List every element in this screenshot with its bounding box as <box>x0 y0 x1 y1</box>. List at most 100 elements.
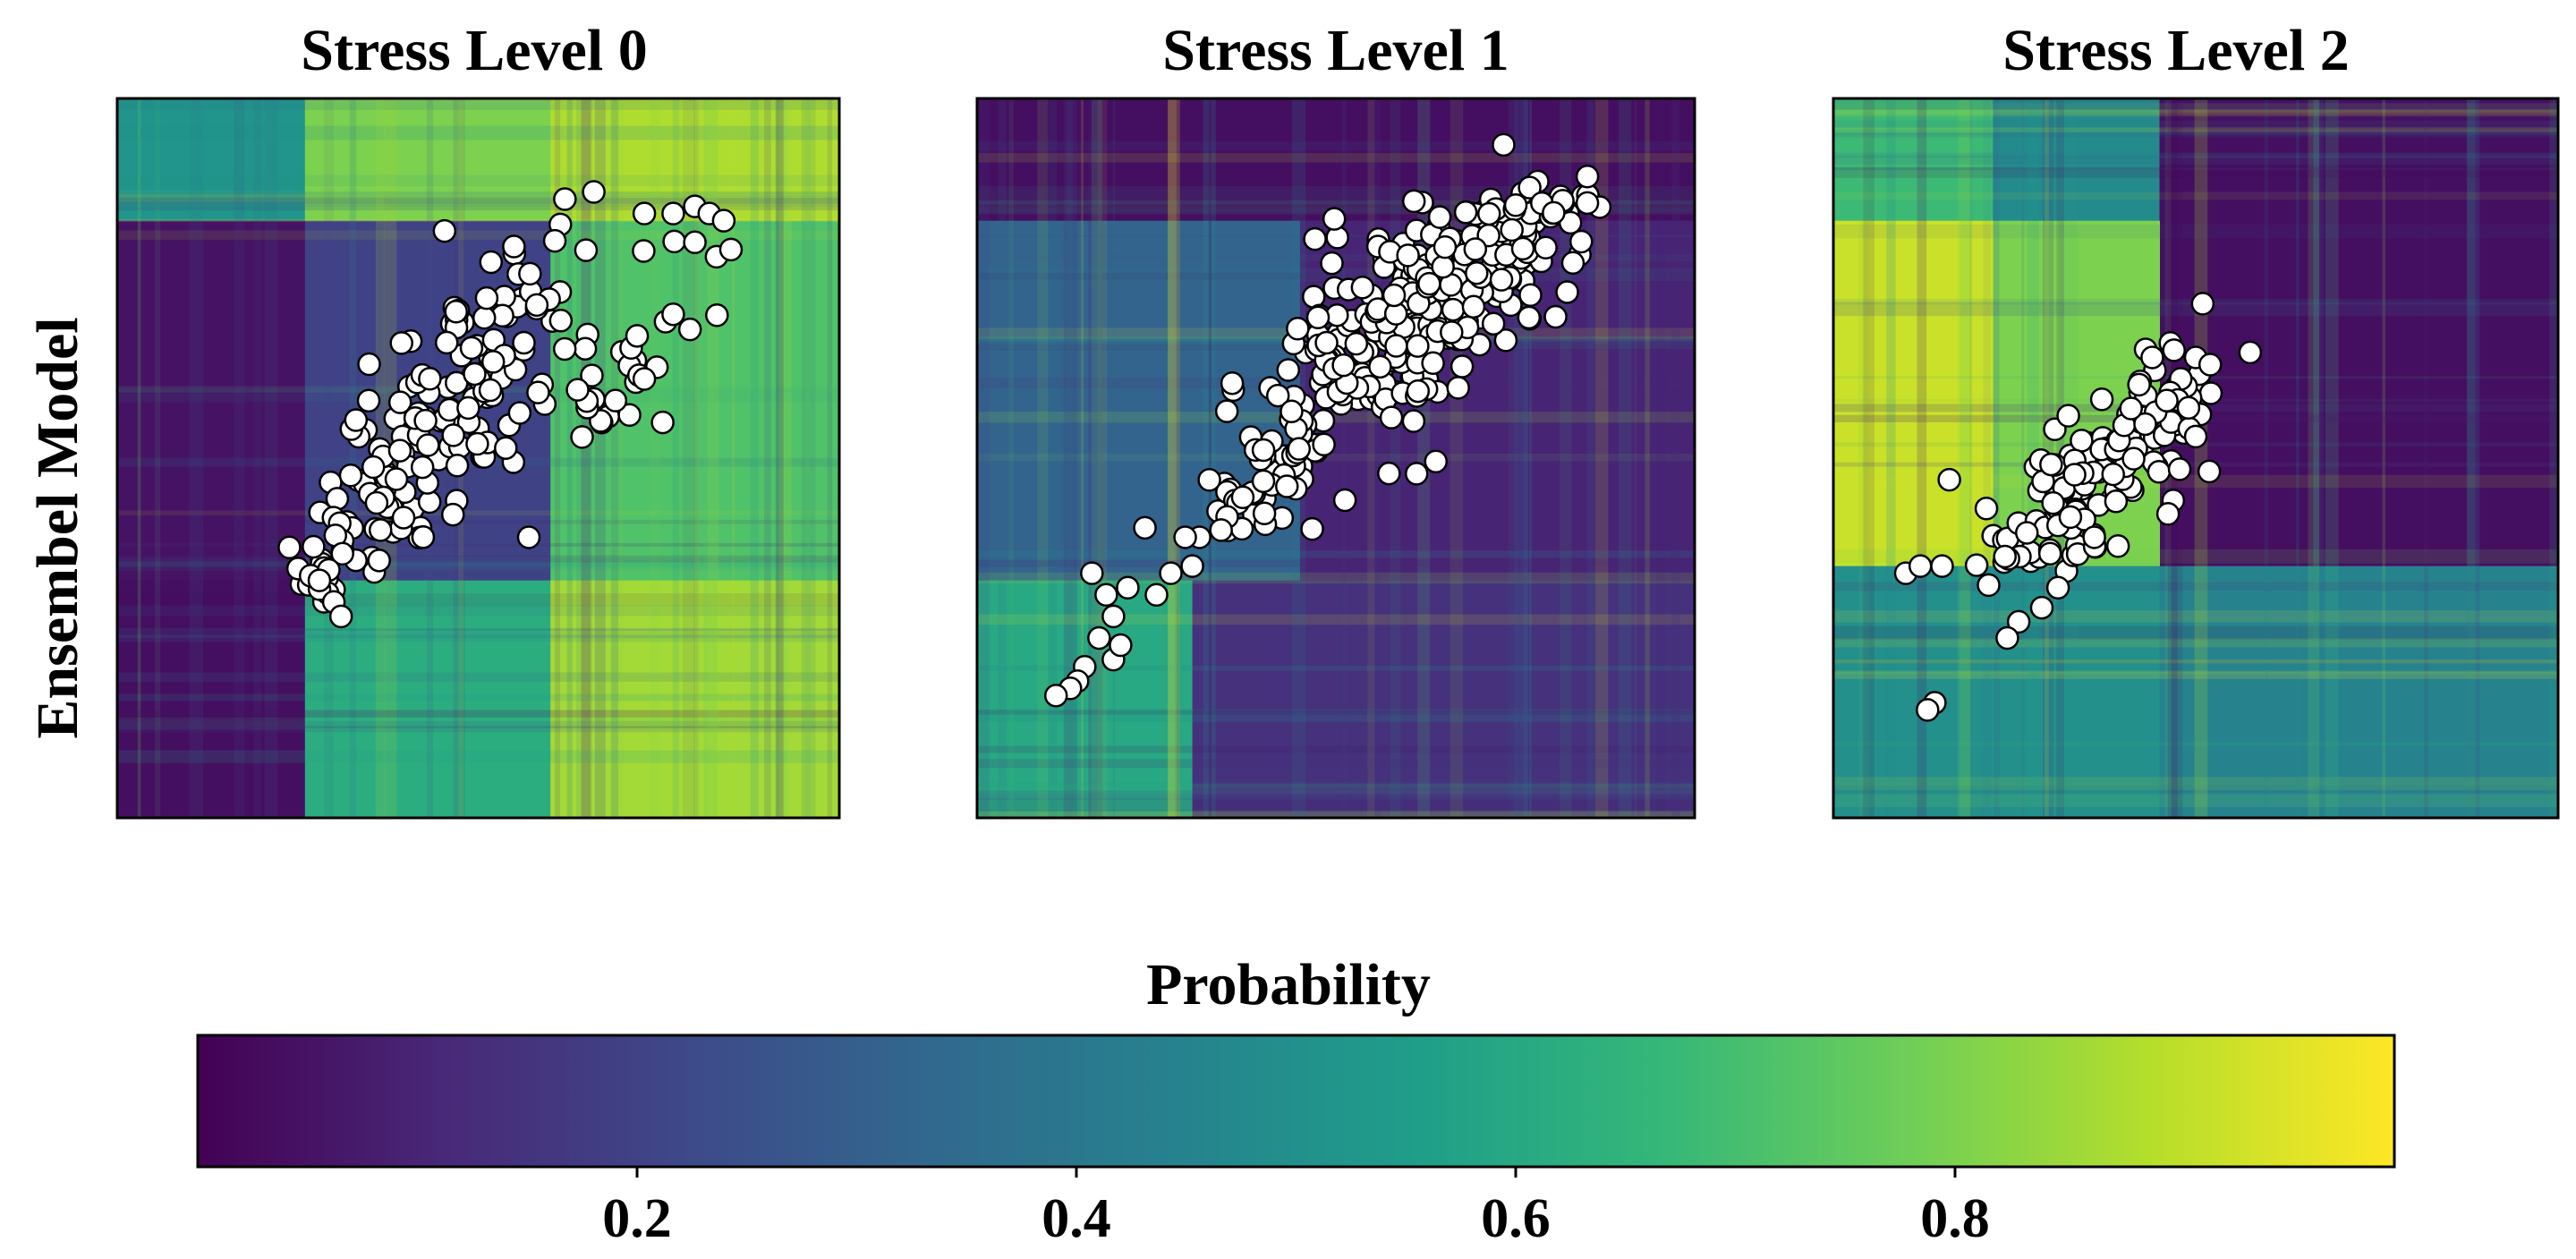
heatmap-stripe <box>117 99 839 110</box>
heatmap-stripe <box>1833 462 2558 467</box>
colorbar-tick-label: 0.2 <box>602 1188 672 1249</box>
scatter-point <box>434 330 459 355</box>
scatter-point <box>2183 424 2208 449</box>
heatmap-stripe <box>117 230 839 240</box>
scatter-point <box>2238 340 2263 365</box>
scatter-point <box>440 502 465 527</box>
heatmap-stripe <box>2467 98 2476 818</box>
heatmap-stripe <box>1833 670 2558 679</box>
scatter-point <box>1492 132 1516 157</box>
heatmap-stripe <box>1969 98 1973 818</box>
heatmap-stripe <box>1529 98 1532 818</box>
heatmap-stripe <box>2466 98 2479 818</box>
scatter-point <box>542 228 567 253</box>
heatmap-stripe <box>1618 98 1632 818</box>
scatter-point <box>2155 501 2181 526</box>
scatter-point <box>1543 304 1568 329</box>
scatter-point <box>1332 488 1357 513</box>
scatter-point <box>2082 525 2106 549</box>
scatter-point <box>2121 447 2146 471</box>
scatter-point <box>384 467 409 491</box>
scatter-point <box>1251 438 1276 463</box>
scatter-point <box>677 317 702 342</box>
scatter-point <box>632 239 656 263</box>
heatmap-stripe <box>1833 777 2558 790</box>
scatter-point <box>661 302 685 327</box>
scatter-point <box>1230 485 1255 510</box>
heatmap-stripe <box>1174 98 1180 818</box>
heatmap-stripe <box>977 710 1695 715</box>
scatter-point <box>1441 297 1466 322</box>
scatter-point <box>617 403 642 428</box>
scatter-point <box>1908 554 1933 578</box>
heatmap-stripe <box>324 98 334 818</box>
scatter-point <box>705 302 729 328</box>
heatmap-stripe <box>155 98 161 818</box>
heatmap-stripe <box>117 195 839 208</box>
scatter-point <box>1116 575 1140 600</box>
heatmap-stripe <box>1833 132 2558 138</box>
heatmap-stripe <box>977 152 1695 163</box>
heatmap-stripe <box>1833 671 2558 675</box>
scatter-point <box>502 234 526 259</box>
heatmap-stripe <box>117 605 839 617</box>
scatter-point <box>1087 625 1111 651</box>
heatmap-stripe <box>1390 98 1401 818</box>
scatter-point <box>661 201 685 225</box>
heatmap-stripe <box>703 98 718 818</box>
scatter-point <box>1159 561 1183 585</box>
heatmap-stripe <box>2475 98 2480 818</box>
heatmap-stripe <box>117 191 839 204</box>
scatter-point <box>2039 452 2063 477</box>
heatmap-stripe <box>1091 98 1102 818</box>
heatmap-stripe <box>610 98 618 818</box>
heatmap-stripe <box>1833 103 2558 113</box>
scatter-point <box>1481 311 1506 336</box>
heatmap-stripe <box>977 559 1695 567</box>
heatmap-stripe <box>778 98 792 818</box>
heatmap-stripe <box>977 199 1695 205</box>
heatmap-region <box>117 580 306 818</box>
scatter-point <box>2058 505 2083 530</box>
colorbar-ticks: 0.2 0.4 0.6 0.8 <box>602 1167 1990 1249</box>
scatter-point <box>1314 330 1339 355</box>
scatter-point <box>2105 534 2130 558</box>
heatmap-stripe <box>1341 98 1347 818</box>
scatter-point <box>367 549 391 573</box>
heatmap-stripe <box>977 811 1695 818</box>
heatmap-stripe <box>977 790 1695 800</box>
panel-title-stress-level-2: Stress Level 2 <box>2002 18 2349 83</box>
scatter-point <box>2070 429 2094 453</box>
scatter-point <box>574 238 599 262</box>
scatter-points <box>277 180 744 629</box>
heatmap-stripe <box>977 759 1695 769</box>
heatmap-stripe <box>683 98 695 818</box>
scatter-point <box>1109 633 1133 658</box>
heatmap-stripe <box>1167 98 1180 818</box>
heatmap-stripe <box>693 98 699 818</box>
scatter-point <box>1379 405 1404 430</box>
heatmap-stripe <box>117 628 839 631</box>
heatmap-stripe <box>117 193 839 203</box>
scatter-point <box>1382 283 1407 308</box>
heatmap-stripe <box>977 666 1695 671</box>
scatter-point <box>1276 358 1301 382</box>
scatter-point <box>603 388 628 413</box>
colorbar-label: Probability <box>1146 952 1431 1017</box>
heatmap-stripe <box>977 572 1695 584</box>
scatter-point <box>1974 496 1999 521</box>
heatmap-stripe <box>117 191 839 197</box>
heatmap-stripe <box>117 174 839 187</box>
scatter-point <box>1916 698 1940 722</box>
scatter-point <box>389 331 413 355</box>
scatter-point <box>662 229 686 254</box>
heatmap-stripe <box>977 550 1695 558</box>
heatmap-stripe <box>977 614 1695 625</box>
heatmap-stripe <box>1833 474 2558 488</box>
scatter-point <box>1331 353 1356 378</box>
panel-stress-level-2: Stress Level 2 <box>1832 18 2560 820</box>
scatter-point <box>2089 387 2114 412</box>
heatmap-stripe <box>1833 100 2558 110</box>
panel-title-stress-level-1: Stress Level 1 <box>1162 18 1509 83</box>
heatmap-stress-level-2 <box>1832 97 2560 820</box>
